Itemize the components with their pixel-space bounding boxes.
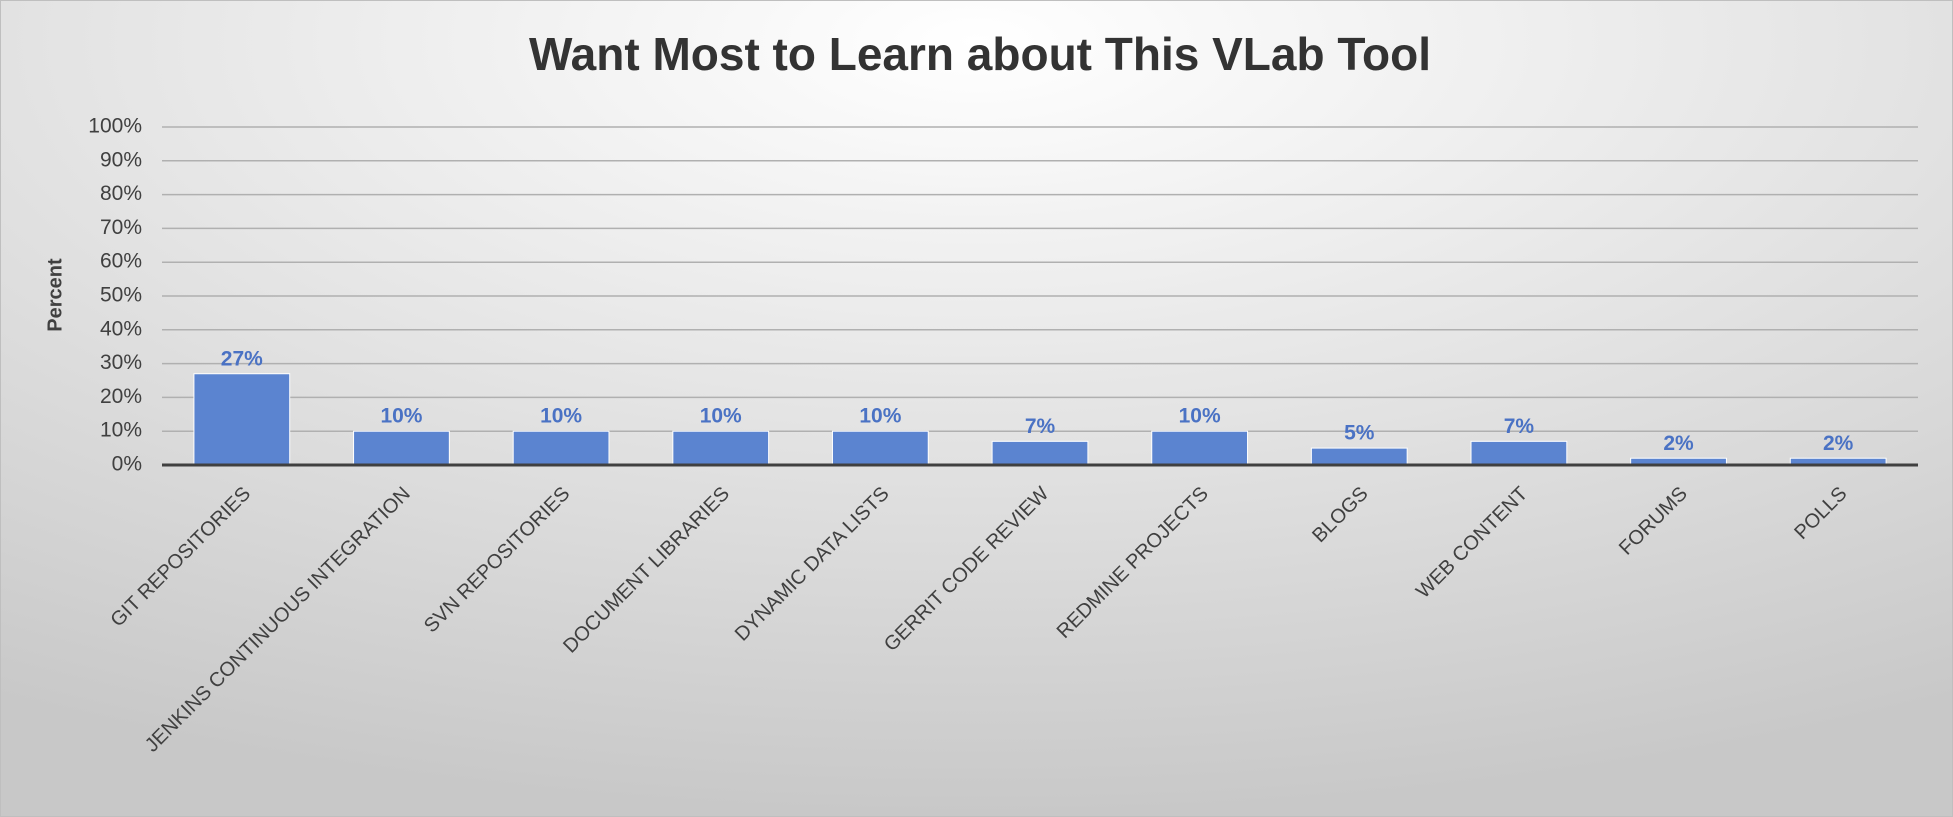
y-tick-label: 10% (100, 419, 142, 442)
bar (512, 430, 610, 466)
data-label: 2% (1823, 432, 1854, 455)
data-label: 2% (1663, 432, 1694, 455)
data-label: 7% (1504, 415, 1535, 438)
y-tick-label: 90% (100, 148, 142, 171)
bar (831, 430, 929, 466)
bar (672, 430, 770, 466)
data-label: 7% (1025, 415, 1056, 438)
y-tick-label: 70% (100, 216, 142, 239)
data-label: 10% (859, 405, 901, 428)
y-tick-label: 50% (100, 284, 142, 307)
y-tick-label: 80% (100, 182, 142, 205)
bar (353, 430, 450, 466)
y-tick-label: 40% (100, 317, 142, 340)
bar (1151, 430, 1249, 466)
data-label: 10% (1179, 405, 1221, 428)
bar (1470, 440, 1568, 466)
data-label: 10% (700, 405, 742, 428)
data-label: 5% (1344, 422, 1375, 445)
bar (991, 440, 1089, 466)
y-tick-label: 0% (112, 453, 142, 476)
bar (193, 373, 291, 466)
data-label: 10% (540, 405, 582, 428)
data-label: 10% (380, 405, 422, 428)
y-tick-label: 30% (100, 351, 142, 374)
y-tick-label: 20% (100, 385, 142, 408)
y-tick-label: 60% (100, 250, 142, 273)
bar (1310, 447, 1408, 466)
y-axis-title: Percent (44, 258, 66, 332)
y-tick-label: 100% (88, 115, 142, 138)
chart-title: Want Most to Learn about This VLab Tool (529, 28, 1431, 80)
data-label: 27% (221, 347, 263, 370)
